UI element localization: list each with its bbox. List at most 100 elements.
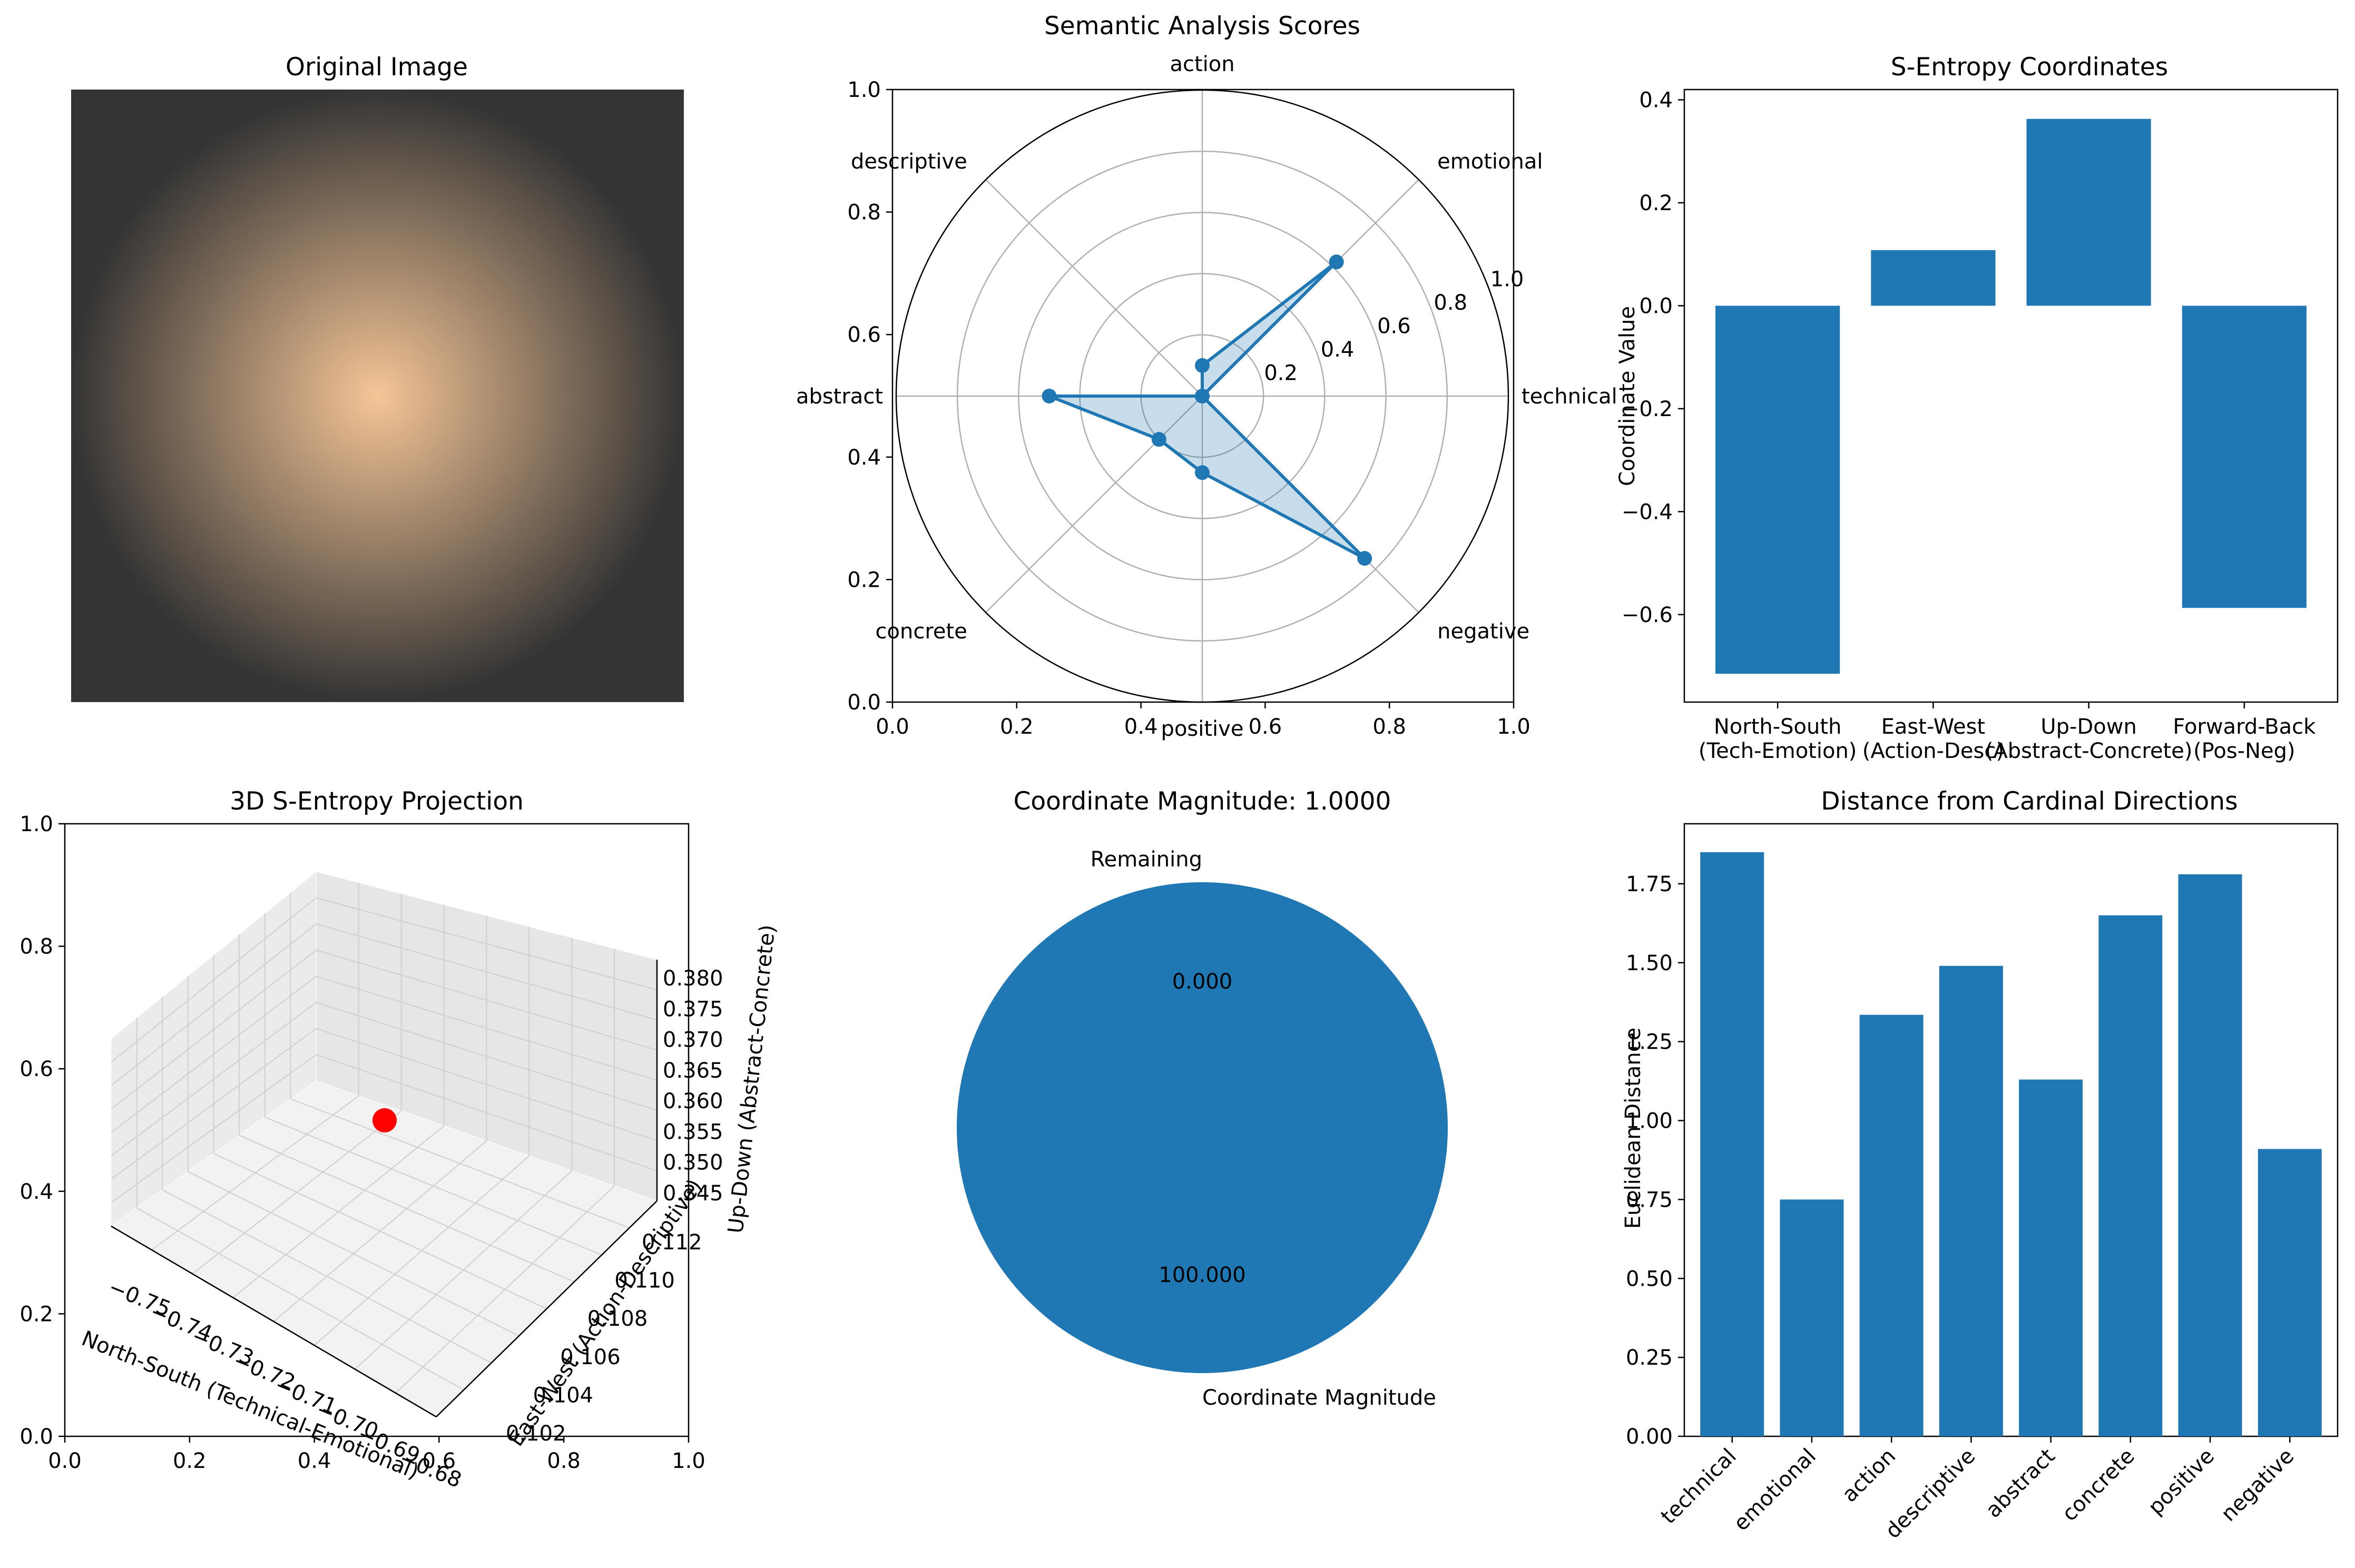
pie-percent-label: 0.000 <box>1172 970 1233 994</box>
grid-line-3d <box>313 1155 530 1346</box>
y-tick-label: 1.00 <box>1626 1109 1673 1133</box>
grid-line-3d <box>111 950 317 1110</box>
z-tick-label: 0.345 <box>663 1181 723 1206</box>
radar-point <box>1195 465 1210 480</box>
z-axis-label: Up-Down (Abstract-Concrete) <box>723 923 780 1235</box>
z-tick-label: 0.350 <box>663 1151 723 1175</box>
x-tick-label: action <box>1838 1444 1901 1507</box>
data-point-marker <box>372 1108 397 1132</box>
y-tick-label: 0.2 <box>1639 191 1673 215</box>
grid-line-3d <box>111 1054 317 1204</box>
s-entropy-bar-panel: S-Entropy Coordinates Coordinate Value 0… <box>1615 53 2339 763</box>
grid-line-3d <box>316 949 658 1051</box>
x-tick-label: East-West (Action-Desc) <box>1862 715 2004 763</box>
grid-line-3d <box>111 1002 317 1157</box>
frame-y-tick-label: 0.8 <box>847 201 881 225</box>
bar <box>2026 119 2151 306</box>
radar-r-tick-label: 1.0 <box>1490 268 1524 292</box>
radar-spoke <box>985 396 1203 613</box>
grid-line-3d <box>316 1028 658 1141</box>
frame-x-tick-label: 0.6 <box>1249 715 1282 739</box>
panel-title: 3D S-Entropy Projection <box>230 787 524 816</box>
radar-r-tick-label: 0.8 <box>1434 291 1467 315</box>
pie-slice <box>957 882 1448 1373</box>
grid-line-3d <box>316 1054 658 1171</box>
grid-line-3d <box>316 975 658 1081</box>
y-axis-line <box>436 1200 658 1417</box>
y-tick-label: 1.50 <box>1626 951 1673 975</box>
frame-y-tick-label: 0.8 <box>19 935 53 959</box>
y-tick-label: 0.102 <box>506 1422 566 1446</box>
x-axis-line <box>111 1225 437 1418</box>
y-tick-label: 0.112 <box>642 1230 702 1255</box>
x-tick-label: positive <box>2144 1444 2219 1520</box>
grid-line-3d <box>213 1153 547 1309</box>
grid-line-3d <box>111 1028 317 1180</box>
radar-category-label: action <box>1170 52 1234 76</box>
grid-line-3d <box>395 1185 615 1394</box>
y-tick-label: 0.110 <box>614 1269 675 1293</box>
original-image-panel: Original Image <box>71 53 684 702</box>
y-tick-label: 0.108 <box>587 1307 648 1331</box>
radar-category-label: positive <box>1161 717 1244 741</box>
pie-percent-label: 100.000 <box>1159 1263 1245 1287</box>
x-tick-label: concrete <box>2057 1444 2140 1526</box>
frame-y-tick-label: 0.2 <box>19 1302 53 1326</box>
radar-series <box>1042 254 1372 566</box>
y-tick-label: 0.25 <box>1626 1346 1673 1370</box>
z-tick-label: 0.365 <box>663 1059 723 1083</box>
grid-line-3d <box>316 897 658 991</box>
grid-line-3d <box>111 975 317 1133</box>
frame-y-tick-label: 0.4 <box>19 1180 53 1204</box>
z-tick-label: 0.355 <box>663 1120 723 1144</box>
panel-title: Distance from Cardinal Directions <box>1821 787 2238 816</box>
bar <box>1780 1199 1844 1436</box>
y-axis-label: Coordinate Value <box>1615 306 1640 486</box>
y-tick-label: 0.104 <box>533 1383 594 1407</box>
bar <box>2182 305 2307 608</box>
radar-labels: 0.2 0.4 0.6 0.8 1.0 technical emotional action d… <box>796 52 1617 741</box>
grid-line-3d <box>111 897 317 1063</box>
radar-point <box>1151 432 1166 447</box>
y-tick-label: −0.2 <box>1622 397 1673 421</box>
radar-point <box>1195 389 1210 403</box>
radar-point <box>1042 389 1057 403</box>
radar-frame-ticks: 0.0 0.2 0.4 0.6 0.8 1.0 0.0 0.2 0.4 0.6 0.8 1.0 <box>847 78 1530 739</box>
frame-y-tick-label: 1.0 <box>847 78 881 102</box>
z-tick-label: 0.360 <box>663 1089 723 1113</box>
radar-outer-ring <box>895 89 1509 703</box>
frame-x-tick-label: 0.2 <box>1000 715 1034 739</box>
panel-title: Original Image <box>286 53 468 82</box>
radar-category-label: abstract <box>796 384 883 409</box>
x-tick-label: negative <box>2216 1444 2299 1526</box>
grid-line-3d <box>239 1135 575 1283</box>
grid-line-3d <box>111 923 317 1086</box>
frame-x-tick-label: 0.2 <box>173 1449 207 1473</box>
radar-spoke <box>985 179 1203 397</box>
y-tick-label: 0.00 <box>1626 1425 1673 1449</box>
distance-bar-panel: Distance from Cardinal Directions Euclid… <box>1621 787 2339 1543</box>
plot-frame <box>1683 823 2339 1437</box>
radar-r-tick-label: 0.2 <box>1264 361 1298 386</box>
projection-3d-panel: 3D S-Entropy Projection 0.0 0.2 0.4 0.6 0.8 1… <box>19 787 780 1493</box>
x-tick-label: emotional <box>1729 1444 1821 1536</box>
x-tick-label: Up-Down (Abstract-Concrete) <box>1985 715 2193 763</box>
y-tick-label: 1.75 <box>1626 872 1673 896</box>
pie-slice-label: Coordinate Magnitude <box>1202 1386 1436 1410</box>
panel-title: S-Entropy Coordinates <box>1891 53 2168 82</box>
frame-x-tick-label: 0.6 <box>423 1449 456 1473</box>
radial-gradient-image <box>71 90 684 702</box>
panel-title: Semantic Analysis Scores <box>1044 12 1360 41</box>
y-tick-label: 0.106 <box>560 1345 621 1369</box>
y-tick-label: 1.25 <box>1626 1030 1673 1054</box>
pie-slice-label: Remaining <box>1091 847 1202 872</box>
radar-fill-area <box>1049 262 1365 559</box>
grid-line-3d <box>355 1170 572 1370</box>
radar-point <box>1195 358 1210 373</box>
pie-panel: Coordinate Magnitude: 1.0000 100.000 0.00… <box>957 787 1448 1410</box>
frame-y-tick-label: 0.0 <box>19 1425 53 1449</box>
frame-x-tick-label: 0.8 <box>547 1449 581 1473</box>
z-tick-label: 0.370 <box>663 1028 723 1052</box>
bar <box>1859 1014 1924 1436</box>
